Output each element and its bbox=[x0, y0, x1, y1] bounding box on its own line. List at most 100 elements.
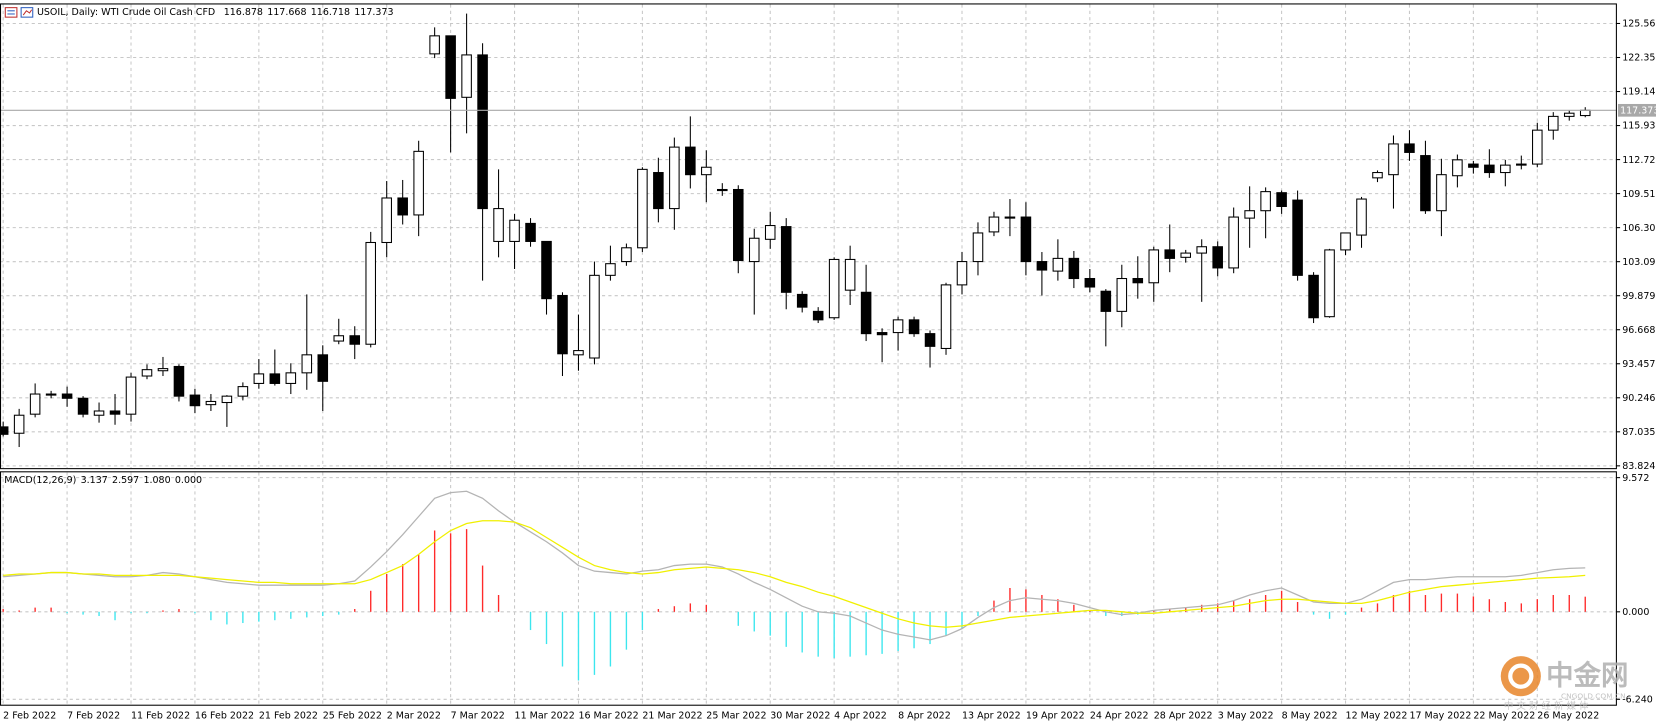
watermark-domain: CNGOLD.COM.CN bbox=[1561, 691, 1626, 700]
candle-body bbox=[397, 197, 408, 216]
candle-body bbox=[1212, 246, 1223, 269]
x-tick-label: 22 May 2022 bbox=[1473, 710, 1535, 721]
x-tick-label: 3 May 2022 bbox=[1218, 710, 1274, 721]
candle-body bbox=[237, 386, 249, 397]
y-tick-label: 115.934 bbox=[1622, 121, 1656, 132]
x-tick-label: 16 Mar 2022 bbox=[578, 710, 638, 721]
main-panel-frame bbox=[0, 3, 1617, 470]
candle-body bbox=[589, 274, 600, 359]
candle-body bbox=[125, 376, 137, 415]
high-value: 117.668 bbox=[267, 7, 306, 18]
candle-body bbox=[1052, 257, 1064, 272]
candle-body bbox=[189, 394, 201, 407]
x-tick-label: 4 Apr 2022 bbox=[834, 710, 887, 721]
candle-body bbox=[924, 333, 936, 347]
candle-body bbox=[956, 261, 968, 286]
y-tick-label: 90.246 bbox=[1622, 393, 1655, 404]
candle-body bbox=[685, 146, 696, 176]
candle-body bbox=[717, 188, 728, 192]
candle-body bbox=[141, 369, 153, 377]
x-tick-label: 16 Feb 2022 bbox=[195, 710, 254, 721]
y-tick-label: 9.572 bbox=[1622, 473, 1649, 484]
watermark: 中金网 CNGOLD.COM.CN 中 文 财 经 新 媒 体 bbox=[1500, 656, 1628, 712]
candle-body bbox=[780, 226, 792, 293]
x-tick-label: 13 Apr 2022 bbox=[962, 710, 1021, 721]
price-tag bbox=[1617, 103, 1656, 117]
candle-body bbox=[1292, 199, 1303, 276]
candle-body bbox=[732, 188, 744, 262]
candle-body bbox=[0, 426, 9, 435]
price-tag-label: 117.373 bbox=[1620, 105, 1656, 116]
candle-body bbox=[669, 146, 680, 210]
candle-body bbox=[812, 310, 824, 321]
y-tick-label: 106.301 bbox=[1622, 223, 1656, 234]
candle-body bbox=[1004, 216, 1016, 219]
x-tick-label: 12 May 2022 bbox=[1346, 710, 1408, 721]
x-tick-label: 25 Feb 2022 bbox=[323, 710, 382, 721]
candle-body bbox=[77, 397, 89, 415]
candle-body bbox=[701, 166, 712, 176]
candle-body bbox=[429, 35, 440, 55]
candle-body bbox=[796, 293, 808, 308]
candle-body bbox=[573, 350, 584, 356]
x-tick-label: 7 Mar 2022 bbox=[451, 710, 505, 721]
candle-body bbox=[1084, 277, 1096, 288]
candle-body bbox=[972, 232, 984, 263]
candle-body bbox=[157, 368, 169, 372]
candle-body bbox=[1196, 246, 1207, 254]
candle-body bbox=[1260, 191, 1271, 212]
candle-body bbox=[1532, 129, 1543, 165]
macd-panel-frame bbox=[0, 471, 1617, 706]
candle-body bbox=[1452, 159, 1463, 177]
candle-body bbox=[1148, 249, 1160, 284]
candle-body bbox=[1563, 112, 1575, 117]
chart-title: USOIL, Daily: WTI Crude Oil Cash CFD bbox=[37, 7, 215, 18]
candle-body bbox=[988, 216, 1000, 233]
candle-body bbox=[764, 225, 776, 240]
candle-body bbox=[828, 258, 840, 319]
candle-body bbox=[13, 414, 25, 434]
y-tick-label: 99.879 bbox=[1622, 291, 1655, 302]
candle-body bbox=[525, 222, 536, 242]
candle-body bbox=[221, 395, 233, 404]
header-icon bbox=[4, 7, 34, 18]
candle-body bbox=[557, 294, 568, 355]
candle-body bbox=[45, 393, 57, 396]
candle-body bbox=[493, 208, 504, 242]
candle-body bbox=[509, 219, 520, 242]
candle-body bbox=[876, 332, 888, 336]
candle-body bbox=[653, 172, 664, 210]
candle-body bbox=[205, 400, 217, 406]
candle-body bbox=[1308, 274, 1319, 319]
candle-body bbox=[253, 373, 265, 384]
macd-header: MACD(12,26,9) 3.137 2.597 1.080 0.000 bbox=[4, 475, 202, 486]
candle-body bbox=[940, 284, 952, 349]
x-tick-label: 7 Feb 2022 bbox=[67, 710, 120, 721]
candle-body bbox=[1388, 143, 1399, 176]
status-value: 3.137 bbox=[81, 475, 108, 486]
candle-body bbox=[908, 319, 920, 335]
y-tick-label: 83.824 bbox=[1622, 461, 1655, 472]
y-tick-label: 112.723 bbox=[1622, 155, 1656, 166]
y-tick-label: 103.090 bbox=[1622, 257, 1656, 268]
x-tick-label: 8 May 2022 bbox=[1282, 710, 1338, 721]
candle-body bbox=[1276, 192, 1287, 207]
candle-body bbox=[844, 258, 856, 291]
candle-body bbox=[109, 410, 121, 415]
candle-body bbox=[365, 241, 377, 345]
candle-body bbox=[317, 354, 329, 382]
icon-line bbox=[22, 9, 33, 16]
candle-body bbox=[1516, 163, 1527, 166]
candle-body bbox=[637, 168, 648, 249]
candle-body bbox=[349, 335, 361, 345]
x-tick-label: 28 Apr 2022 bbox=[1154, 710, 1213, 721]
candle-body bbox=[477, 54, 488, 210]
icon-box bbox=[4, 7, 18, 18]
icon-box bbox=[20, 7, 34, 18]
y-tick-label: -6.240 bbox=[1622, 694, 1653, 705]
candle-body bbox=[1116, 277, 1128, 312]
candle-body bbox=[1100, 290, 1112, 312]
candle-body bbox=[1324, 249, 1335, 318]
candle-body bbox=[381, 197, 392, 244]
watermark-brand: 中金网 bbox=[1546, 660, 1628, 692]
